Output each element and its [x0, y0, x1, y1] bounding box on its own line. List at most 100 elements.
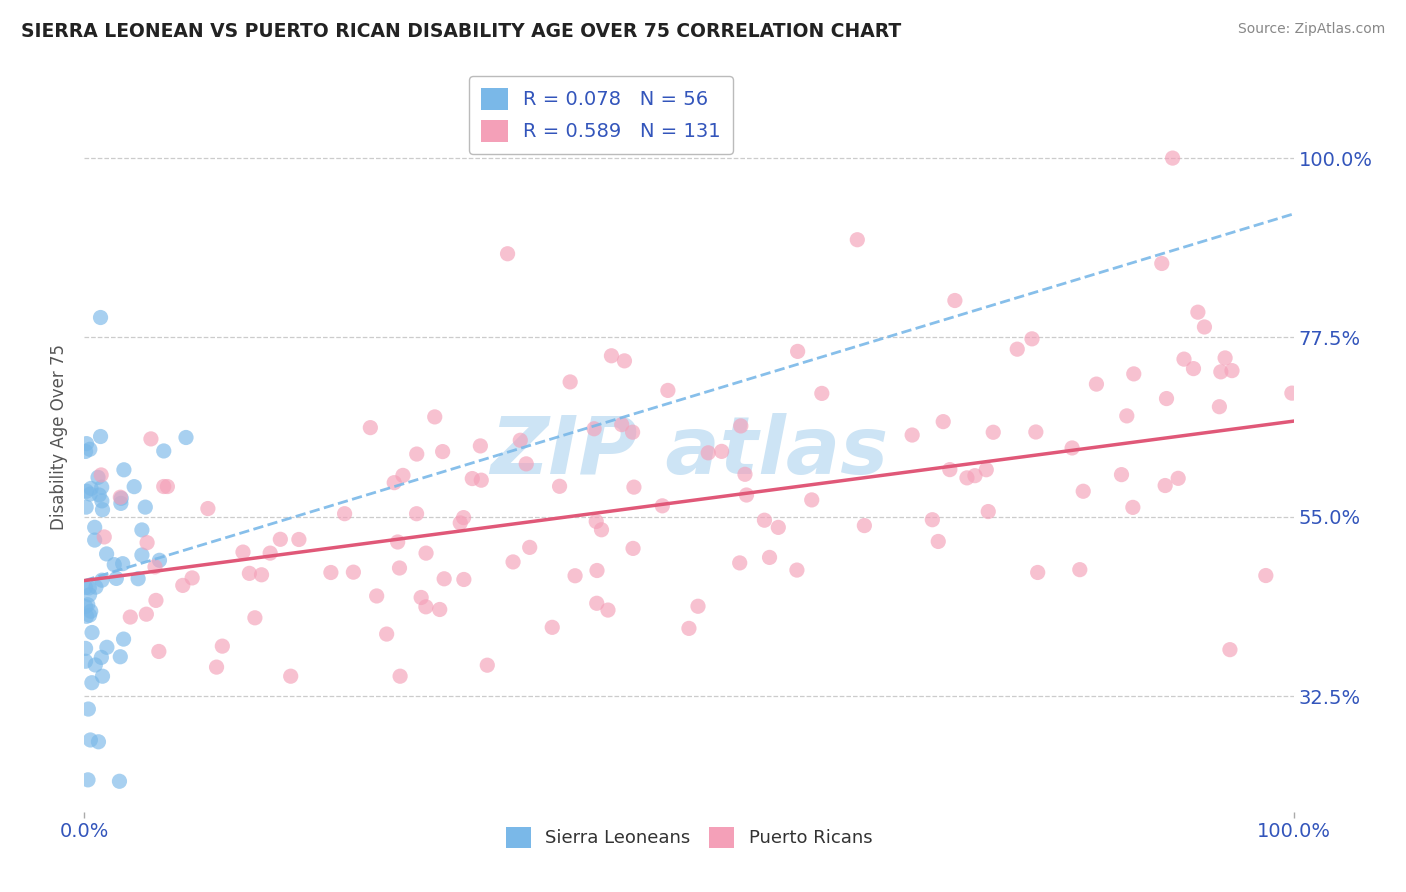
Point — [75, 500, 97, 515]
Point — [963, 468, 986, 483]
Point — [433, 572, 456, 586]
Text: Source: ZipAtlas.com: Source: ZipAtlas.com — [1237, 22, 1385, 37]
Point — [415, 546, 437, 560]
Point — [90, 480, 112, 494]
Y-axis label: Disability Age Over 75: Disability Age Over 75 — [51, 344, 69, 530]
Point — [110, 496, 132, 510]
Point — [1187, 305, 1209, 319]
Point — [79, 733, 101, 747]
Point — [432, 444, 454, 458]
Point — [754, 513, 776, 527]
Point — [1154, 478, 1177, 492]
Point — [657, 384, 679, 398]
Point — [1025, 425, 1047, 439]
Point — [502, 555, 524, 569]
Point — [269, 533, 291, 547]
Point — [610, 417, 633, 432]
Point — [152, 479, 174, 493]
Point — [613, 354, 636, 368]
Point — [1122, 367, 1144, 381]
Point — [453, 573, 475, 587]
Point — [621, 541, 644, 556]
Point — [943, 293, 966, 308]
Point — [981, 425, 1004, 440]
Point — [84, 657, 107, 672]
Point — [1111, 467, 1133, 482]
Point — [470, 439, 492, 453]
Point — [205, 660, 228, 674]
Point — [77, 702, 100, 716]
Point — [591, 523, 613, 537]
Point — [596, 603, 619, 617]
Point — [90, 493, 112, 508]
Point — [375, 627, 398, 641]
Point — [728, 556, 751, 570]
Point — [87, 470, 110, 484]
Point — [548, 479, 571, 493]
Point — [786, 344, 808, 359]
Point — [238, 566, 260, 581]
Point — [786, 563, 808, 577]
Point — [1122, 500, 1144, 515]
Point — [600, 349, 623, 363]
Point — [735, 488, 758, 502]
Point — [387, 535, 409, 549]
Point — [1150, 256, 1173, 270]
Point — [1085, 377, 1108, 392]
Point — [509, 434, 531, 448]
Point — [76, 484, 98, 499]
Point — [758, 550, 780, 565]
Point — [1173, 352, 1195, 367]
Point — [143, 559, 166, 574]
Point — [75, 599, 97, 614]
Point — [977, 504, 1000, 518]
Point — [131, 548, 153, 562]
Point — [697, 446, 720, 460]
Point — [108, 774, 131, 789]
Point — [76, 436, 98, 450]
Point — [181, 571, 204, 585]
Point — [623, 480, 645, 494]
Point — [105, 571, 128, 585]
Point — [1209, 365, 1232, 379]
Point — [319, 566, 342, 580]
Point — [122, 480, 145, 494]
Point — [120, 610, 142, 624]
Point — [932, 415, 955, 429]
Point — [148, 553, 170, 567]
Point — [174, 430, 197, 444]
Point — [585, 515, 607, 529]
Point — [564, 568, 586, 582]
Point — [76, 598, 98, 612]
Point — [1062, 441, 1084, 455]
Point — [110, 491, 132, 506]
Point — [1194, 320, 1216, 334]
Point — [686, 599, 709, 614]
Point — [91, 573, 114, 587]
Point — [1167, 471, 1189, 485]
Point — [1213, 351, 1236, 365]
Point — [1161, 151, 1184, 165]
Point — [111, 557, 134, 571]
Point — [80, 604, 103, 618]
Point — [90, 650, 112, 665]
Point — [87, 735, 110, 749]
Point — [79, 608, 101, 623]
Point — [1156, 392, 1178, 406]
Point — [148, 644, 170, 658]
Point — [156, 479, 179, 493]
Point — [152, 444, 174, 458]
Point — [91, 502, 114, 516]
Legend: Sierra Leoneans, Puerto Ricans: Sierra Leoneans, Puerto Ricans — [499, 820, 879, 855]
Point — [79, 588, 101, 602]
Point — [342, 565, 364, 579]
Point — [939, 462, 962, 476]
Point — [79, 581, 101, 595]
Point — [75, 641, 97, 656]
Point — [586, 564, 609, 578]
Point — [75, 444, 97, 458]
Point — [1281, 386, 1303, 401]
Point — [110, 490, 132, 504]
Point — [112, 463, 135, 477]
Point — [927, 534, 949, 549]
